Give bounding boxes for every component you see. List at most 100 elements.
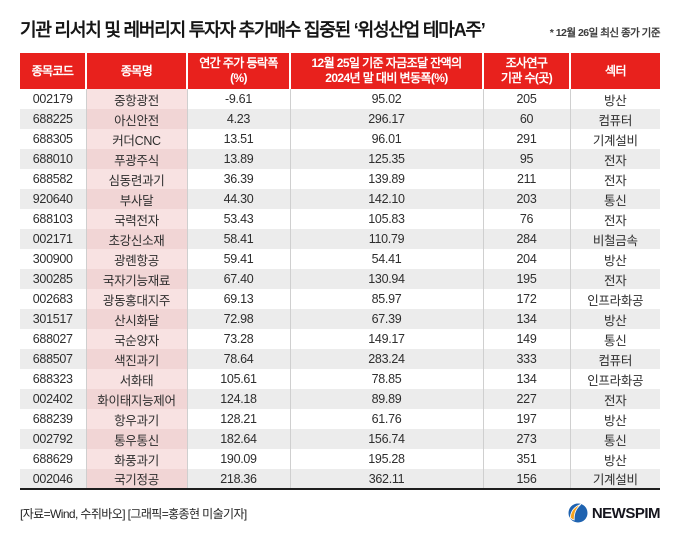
table-cell: 195	[483, 269, 571, 289]
stock-name-cell: 광동홍대지주	[86, 289, 188, 309]
table-cell: 688507	[20, 349, 87, 369]
table-cell: 333	[483, 349, 571, 369]
table-cell: 방산	[570, 89, 660, 109]
table-row: 688582 심동련과기 36.39 139.89 211 전자	[20, 169, 660, 189]
table-cell: 인프라화공	[570, 369, 660, 389]
newspim-logo: NEWSPIM	[568, 503, 661, 523]
table-cell: 139.89	[290, 169, 484, 189]
table-cell: 218.36	[187, 469, 291, 489]
table-cell: 128.21	[187, 409, 291, 429]
table-cell: 78.64	[187, 349, 291, 369]
column-header-0: 종목코드	[20, 53, 87, 89]
table-header-row: 종목코드 종목명 연간 주가 등락폭 (%) 12월 25일 기준 자금조달 잔액의 …	[20, 53, 660, 89]
table-cell: 149.17	[290, 329, 484, 349]
footer: [자료=Wind, 수쥐바오] [그래픽=홍종현 미술기자] NEWSPIM	[20, 503, 661, 523]
table-cell: 688582	[20, 169, 87, 189]
table-cell: 688323	[20, 369, 87, 389]
newspim-globe-icon	[568, 503, 588, 523]
table-cell: 142.10	[290, 189, 484, 209]
table-cell: 134	[483, 369, 571, 389]
table-cell: 002171	[20, 229, 87, 249]
stock-name-cell: 항우과기	[86, 409, 188, 429]
stock-name-cell: 커더CNC	[86, 129, 188, 149]
column-header-4: 조사연구 기관 수(곳)	[483, 53, 571, 89]
stock-name-cell: 국력전자	[86, 209, 188, 229]
table-cell: 방산	[570, 249, 660, 269]
table-row: 688507 색진과기 78.64 283.24 333 컴퓨터	[20, 349, 660, 369]
table-cell: 205	[483, 89, 571, 109]
column-header-5: 섹터	[570, 53, 660, 89]
table-cell: 190.09	[187, 449, 291, 469]
table-cell: 76	[483, 209, 571, 229]
table-cell: 13.51	[187, 129, 291, 149]
stock-name-cell: 초강신소재	[86, 229, 188, 249]
table-cell: 컴퓨터	[570, 349, 660, 369]
title-row: 기관 리서치 및 레버리지 투자자 추가매수 집중된 ‘위성산업 테마A주’ *…	[20, 16, 661, 42]
stock-name-cell: 서화태	[86, 369, 188, 389]
table-cell: 211	[483, 169, 571, 189]
table-header: 종목코드 종목명 연간 주가 등락폭 (%) 12월 25일 기준 자금조달 잔액의 …	[20, 53, 660, 89]
table-cell: 002402	[20, 389, 87, 409]
table-cell: 920640	[20, 189, 87, 209]
table-cell: 002179	[20, 89, 87, 109]
table-cell: 227	[483, 389, 571, 409]
table-cell: 36.39	[187, 169, 291, 189]
table-row: 688103 국력전자 53.43 105.83 76 전자	[20, 209, 660, 229]
table-cell: 284	[483, 229, 571, 249]
table-row: 688010 푸광주식 13.89 125.35 95 전자	[20, 149, 660, 169]
table-cell: 283.24	[290, 349, 484, 369]
table-cell: 4.23	[187, 109, 291, 129]
stock-name-cell: 산시화달	[86, 309, 188, 329]
table-cell: 002683	[20, 289, 87, 309]
table-body: 002179 중항광전 -9.61 95.02 205 방산 688225 아신안전 4.23 2…	[20, 89, 660, 489]
table-cell: 통신	[570, 329, 660, 349]
table-cell: 전자	[570, 149, 660, 169]
table-cell: 110.79	[290, 229, 484, 249]
table-cell: 53.43	[187, 209, 291, 229]
table-cell: 301517	[20, 309, 87, 329]
stock-name-cell: 푸광주식	[86, 149, 188, 169]
table-cell: 203	[483, 189, 571, 209]
table-row: 688225 아신안전 4.23 296.17 60 컴퓨터	[20, 109, 660, 129]
table-cell: 전자	[570, 389, 660, 409]
table-cell: 방산	[570, 309, 660, 329]
table-cell: 688225	[20, 109, 87, 129]
table-cell: 전자	[570, 209, 660, 229]
table-cell: 125.35	[290, 149, 484, 169]
table-cell: 컴퓨터	[570, 109, 660, 129]
table-cell: 182.64	[187, 429, 291, 449]
table-cell: 67.39	[290, 309, 484, 329]
column-header-3: 12월 25일 기준 자금조달 잔액의 2024년 말 대비 변동폭(%)	[290, 53, 484, 89]
table-cell: 13.89	[187, 149, 291, 169]
stock-name-cell: 국기정공	[86, 469, 188, 489]
table-row: 002683 광동홍대지주 69.13 85.97 172 인프라화공	[20, 289, 660, 309]
stock-name-cell: 색진과기	[86, 349, 188, 369]
table-cell: 60	[483, 109, 571, 129]
table-cell: 기계설비	[570, 469, 660, 489]
table-cell: 204	[483, 249, 571, 269]
table-cell: 전자	[570, 269, 660, 289]
table-cell: 273	[483, 429, 571, 449]
table-cell: 172	[483, 289, 571, 309]
stock-name-cell: 화풍과기	[86, 449, 188, 469]
column-header-2: 연간 주가 등락폭 (%)	[187, 53, 291, 89]
table-cell: 105.83	[290, 209, 484, 229]
table-cell: 688239	[20, 409, 87, 429]
table-cell: 688010	[20, 149, 87, 169]
table-cell: 002792	[20, 429, 87, 449]
stock-name-cell: 국순양자	[86, 329, 188, 349]
table-cell: 300285	[20, 269, 87, 289]
page-title: 기관 리서치 및 레버리지 투자자 추가매수 집중된 ‘위성산업 테마A주’	[20, 20, 486, 40]
table-row: 688027 국순양자 73.28 149.17 149 통신	[20, 329, 660, 349]
table-row: 688323 서화태 105.61 78.85 134 인프라화공	[20, 369, 660, 389]
table-cell: 105.61	[187, 369, 291, 389]
table-cell: 296.17	[290, 109, 484, 129]
table-cell: 351	[483, 449, 571, 469]
stock-name-cell: 화이태지능제어	[86, 389, 188, 409]
table-row: 920640 부사달 44.30 142.10 203 통신	[20, 189, 660, 209]
stock-name-cell: 부사달	[86, 189, 188, 209]
table-cell: 54.41	[290, 249, 484, 269]
table-row: 002179 중항광전 -9.61 95.02 205 방산	[20, 89, 660, 109]
table-cell: 002046	[20, 469, 87, 489]
